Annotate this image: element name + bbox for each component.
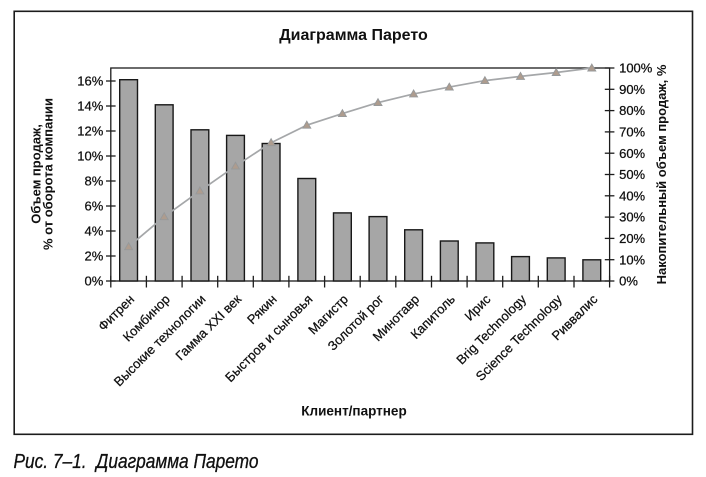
svg-text:30%: 30% bbox=[619, 210, 645, 225]
svg-text:0%: 0% bbox=[619, 274, 638, 289]
svg-text:Клиент/партнер: Клиент/партнер bbox=[301, 404, 406, 419]
svg-text:0%: 0% bbox=[85, 274, 104, 289]
svg-text:Диаграмма Парето: Диаграмма Парето bbox=[279, 27, 428, 44]
svg-text:80%: 80% bbox=[619, 103, 645, 118]
svg-text:Накопительный объем продаж, %: Накопительный объем продаж, % bbox=[654, 64, 669, 284]
svg-text:4%: 4% bbox=[85, 224, 104, 239]
svg-text:8%: 8% bbox=[85, 174, 104, 189]
svg-text:6%: 6% bbox=[85, 199, 104, 214]
svg-text:14%: 14% bbox=[77, 99, 103, 114]
svg-text:50%: 50% bbox=[619, 167, 645, 182]
svg-text:40%: 40% bbox=[619, 188, 645, 203]
svg-text:12%: 12% bbox=[77, 124, 103, 139]
svg-text:% от оборота компании: % от оборота компании bbox=[41, 98, 56, 250]
svg-text:Объем продаж,: Объем продаж, bbox=[29, 124, 44, 224]
svg-text:90%: 90% bbox=[619, 82, 645, 97]
svg-text:70%: 70% bbox=[619, 125, 645, 140]
svg-text:10%: 10% bbox=[77, 149, 103, 164]
svg-text:Рис. 7–1. Диаграмма Парето: Рис. 7–1. Диаграмма Парето bbox=[14, 450, 259, 473]
svg-text:16%: 16% bbox=[77, 74, 103, 89]
svg-text:10%: 10% bbox=[619, 252, 645, 267]
svg-text:20%: 20% bbox=[619, 231, 645, 246]
svg-text:100%: 100% bbox=[619, 61, 653, 76]
svg-text:2%: 2% bbox=[85, 249, 104, 264]
svg-text:60%: 60% bbox=[619, 146, 645, 161]
